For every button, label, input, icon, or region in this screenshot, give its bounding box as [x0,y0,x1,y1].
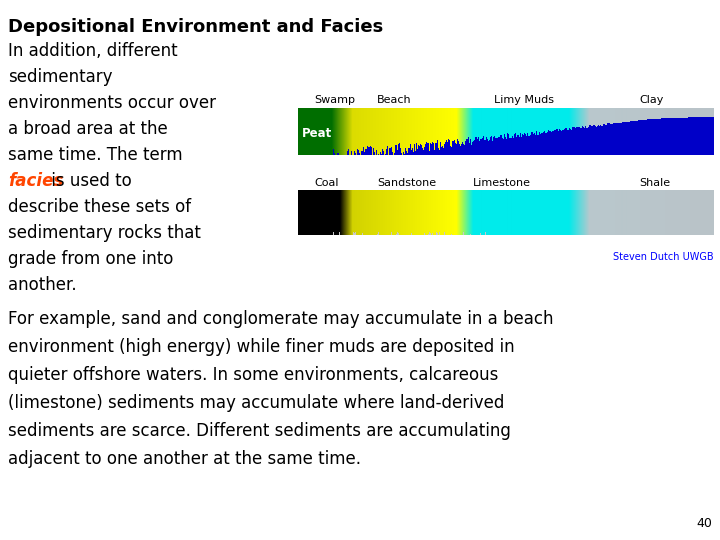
Text: For example, sand and conglomerate may accumulate in a beach: For example, sand and conglomerate may a… [8,310,554,328]
Text: facies: facies [8,172,63,190]
Text: 40: 40 [696,517,712,530]
Text: Beach: Beach [377,95,412,105]
Text: a broad area at the: a broad area at the [8,120,168,138]
Text: environments occur over: environments occur over [8,94,216,112]
Text: sedimentary: sedimentary [8,68,112,86]
Text: Swamp: Swamp [315,95,356,105]
Text: another.: another. [8,276,76,294]
Text: sedimentary rocks that: sedimentary rocks that [8,224,201,242]
Text: In addition, different: In addition, different [8,42,178,60]
Text: adjacent to one another at the same time.: adjacent to one another at the same time… [8,450,361,468]
Text: is used to: is used to [46,172,132,190]
Text: Clay: Clay [639,95,664,105]
Text: environment (high energy) while finer muds are deposited in: environment (high energy) while finer mu… [8,338,515,356]
Text: Limestone: Limestone [473,178,531,188]
Text: Depositional Environment and Facies: Depositional Environment and Facies [8,18,383,36]
Text: Peat: Peat [302,127,332,140]
Text: describe these sets of: describe these sets of [8,198,191,216]
Text: same time. The term: same time. The term [8,146,183,164]
Text: Shale: Shale [639,178,670,188]
Text: grade from one into: grade from one into [8,250,174,268]
Text: Coal: Coal [315,178,339,188]
Text: Sandstone: Sandstone [377,178,436,188]
Text: Limy Muds: Limy Muds [493,95,554,105]
Text: (limestone) sediments may accumulate where land-derived: (limestone) sediments may accumulate whe… [8,394,505,412]
Text: Steven Dutch UWGB: Steven Dutch UWGB [613,252,714,262]
Text: sediments are scarce. Different sediments are accumulating: sediments are scarce. Different sediment… [8,422,511,440]
Text: quieter offshore waters. In some environments, calcareous: quieter offshore waters. In some environ… [8,366,498,384]
